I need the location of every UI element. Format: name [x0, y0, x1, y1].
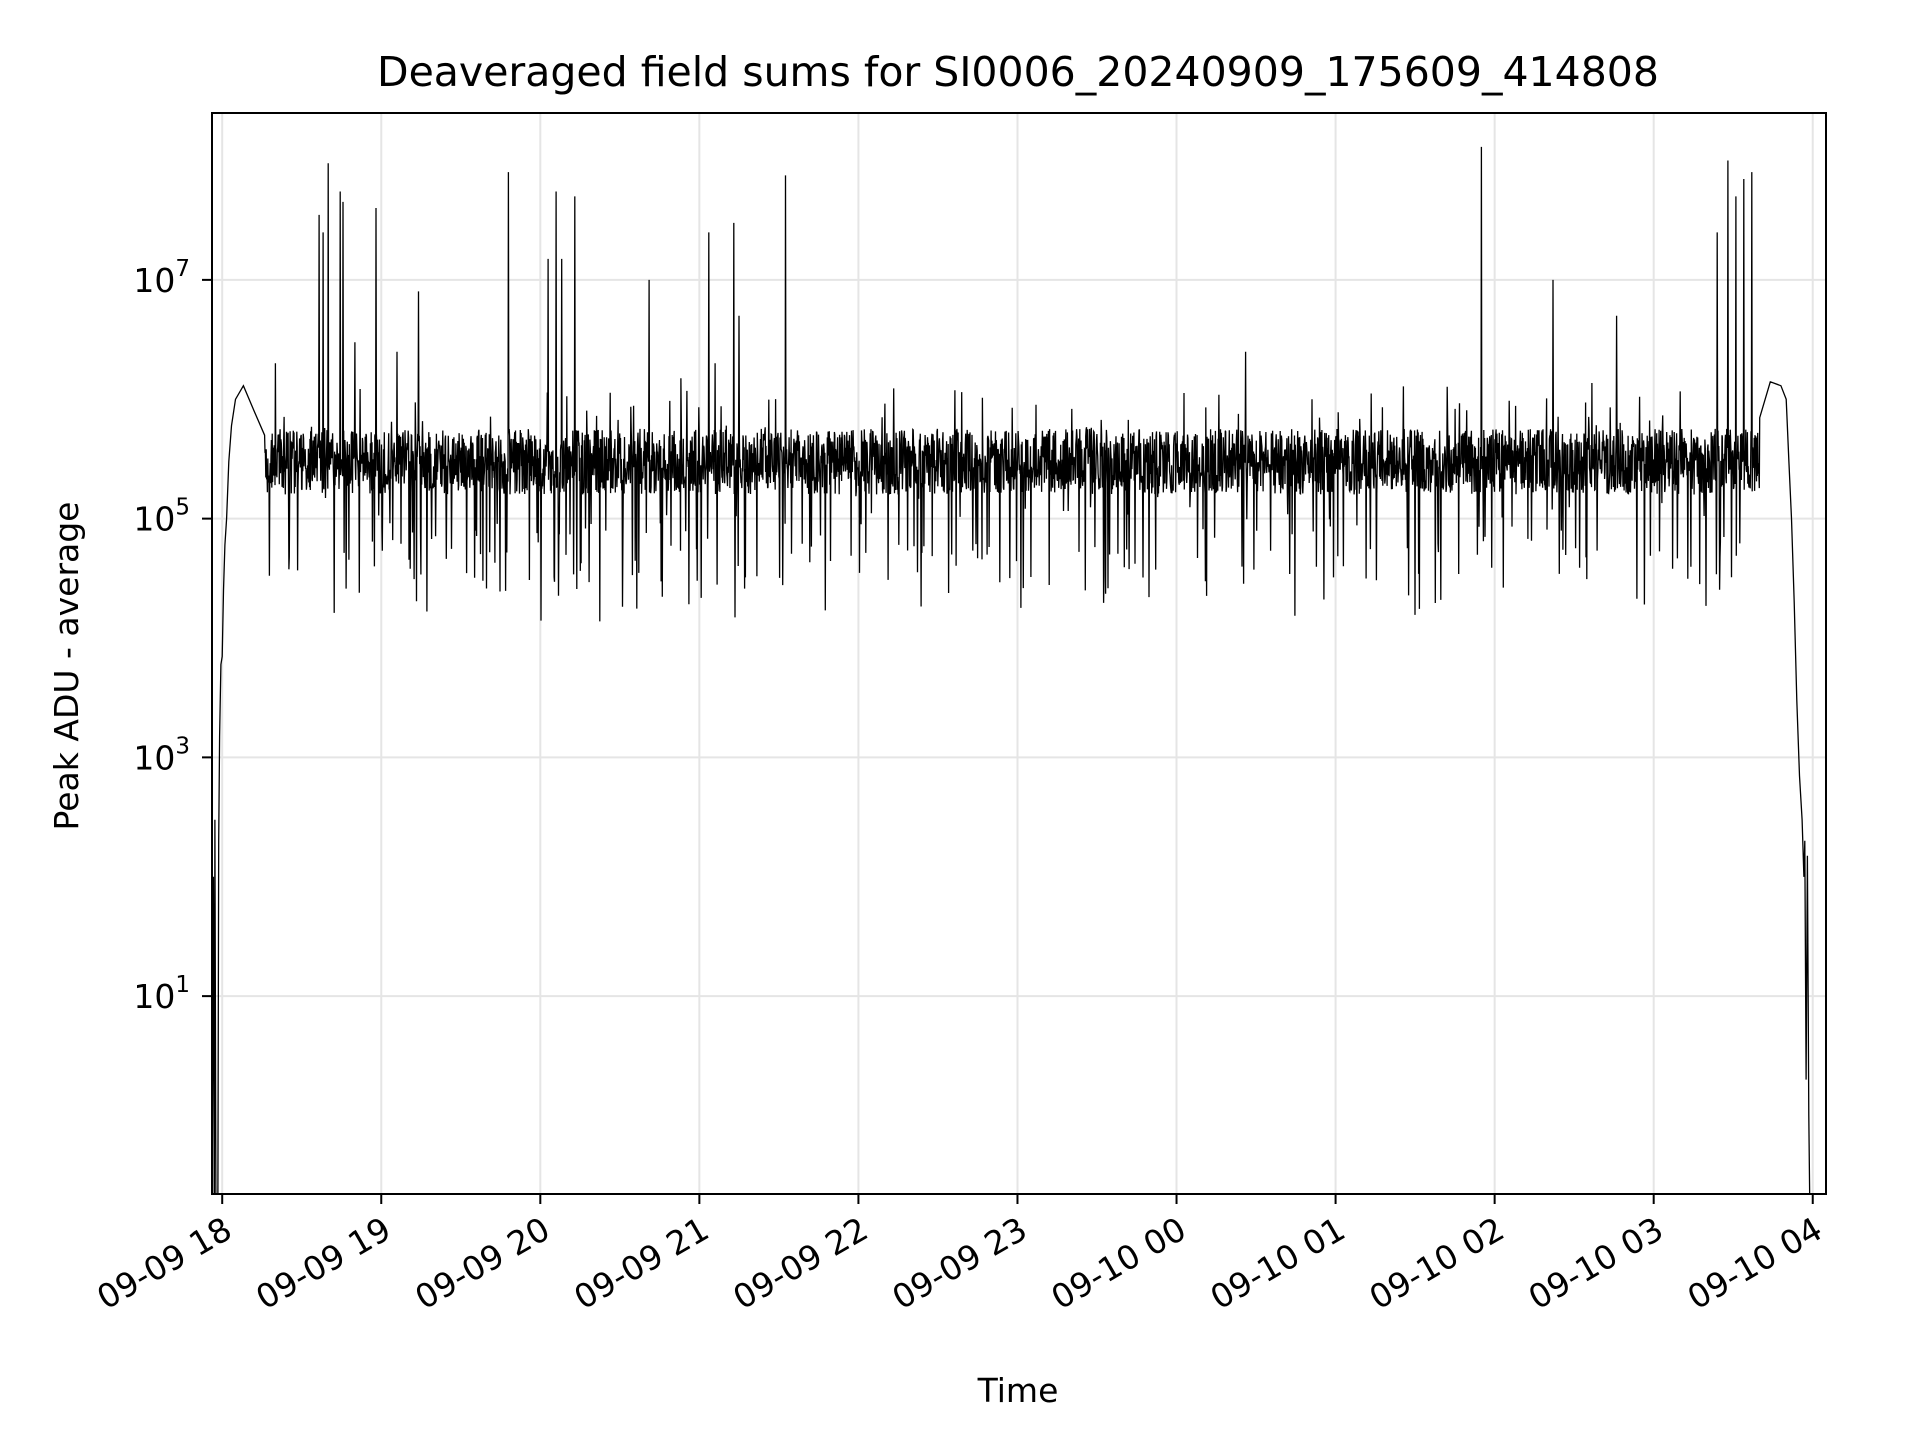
y-tick-label: 103	[133, 733, 190, 777]
grid	[212, 113, 1826, 1194]
plot-frame	[211, 112, 1827, 1195]
chart-title: Deaveraged field sums for SI0006_2024090…	[377, 48, 1659, 96]
y-axis-label: Peak ADU - average	[47, 502, 86, 831]
y-tick-label: 101	[133, 972, 190, 1016]
y-tick-label: 107	[133, 256, 190, 300]
y-tick-label: 105	[133, 495, 190, 539]
series-line	[212, 146, 1811, 1194]
series-line-group	[212, 146, 1811, 1194]
x-axis-label: Time	[977, 1371, 1059, 1410]
y-axis-ticks: 101 103 105 107	[133, 256, 212, 1016]
